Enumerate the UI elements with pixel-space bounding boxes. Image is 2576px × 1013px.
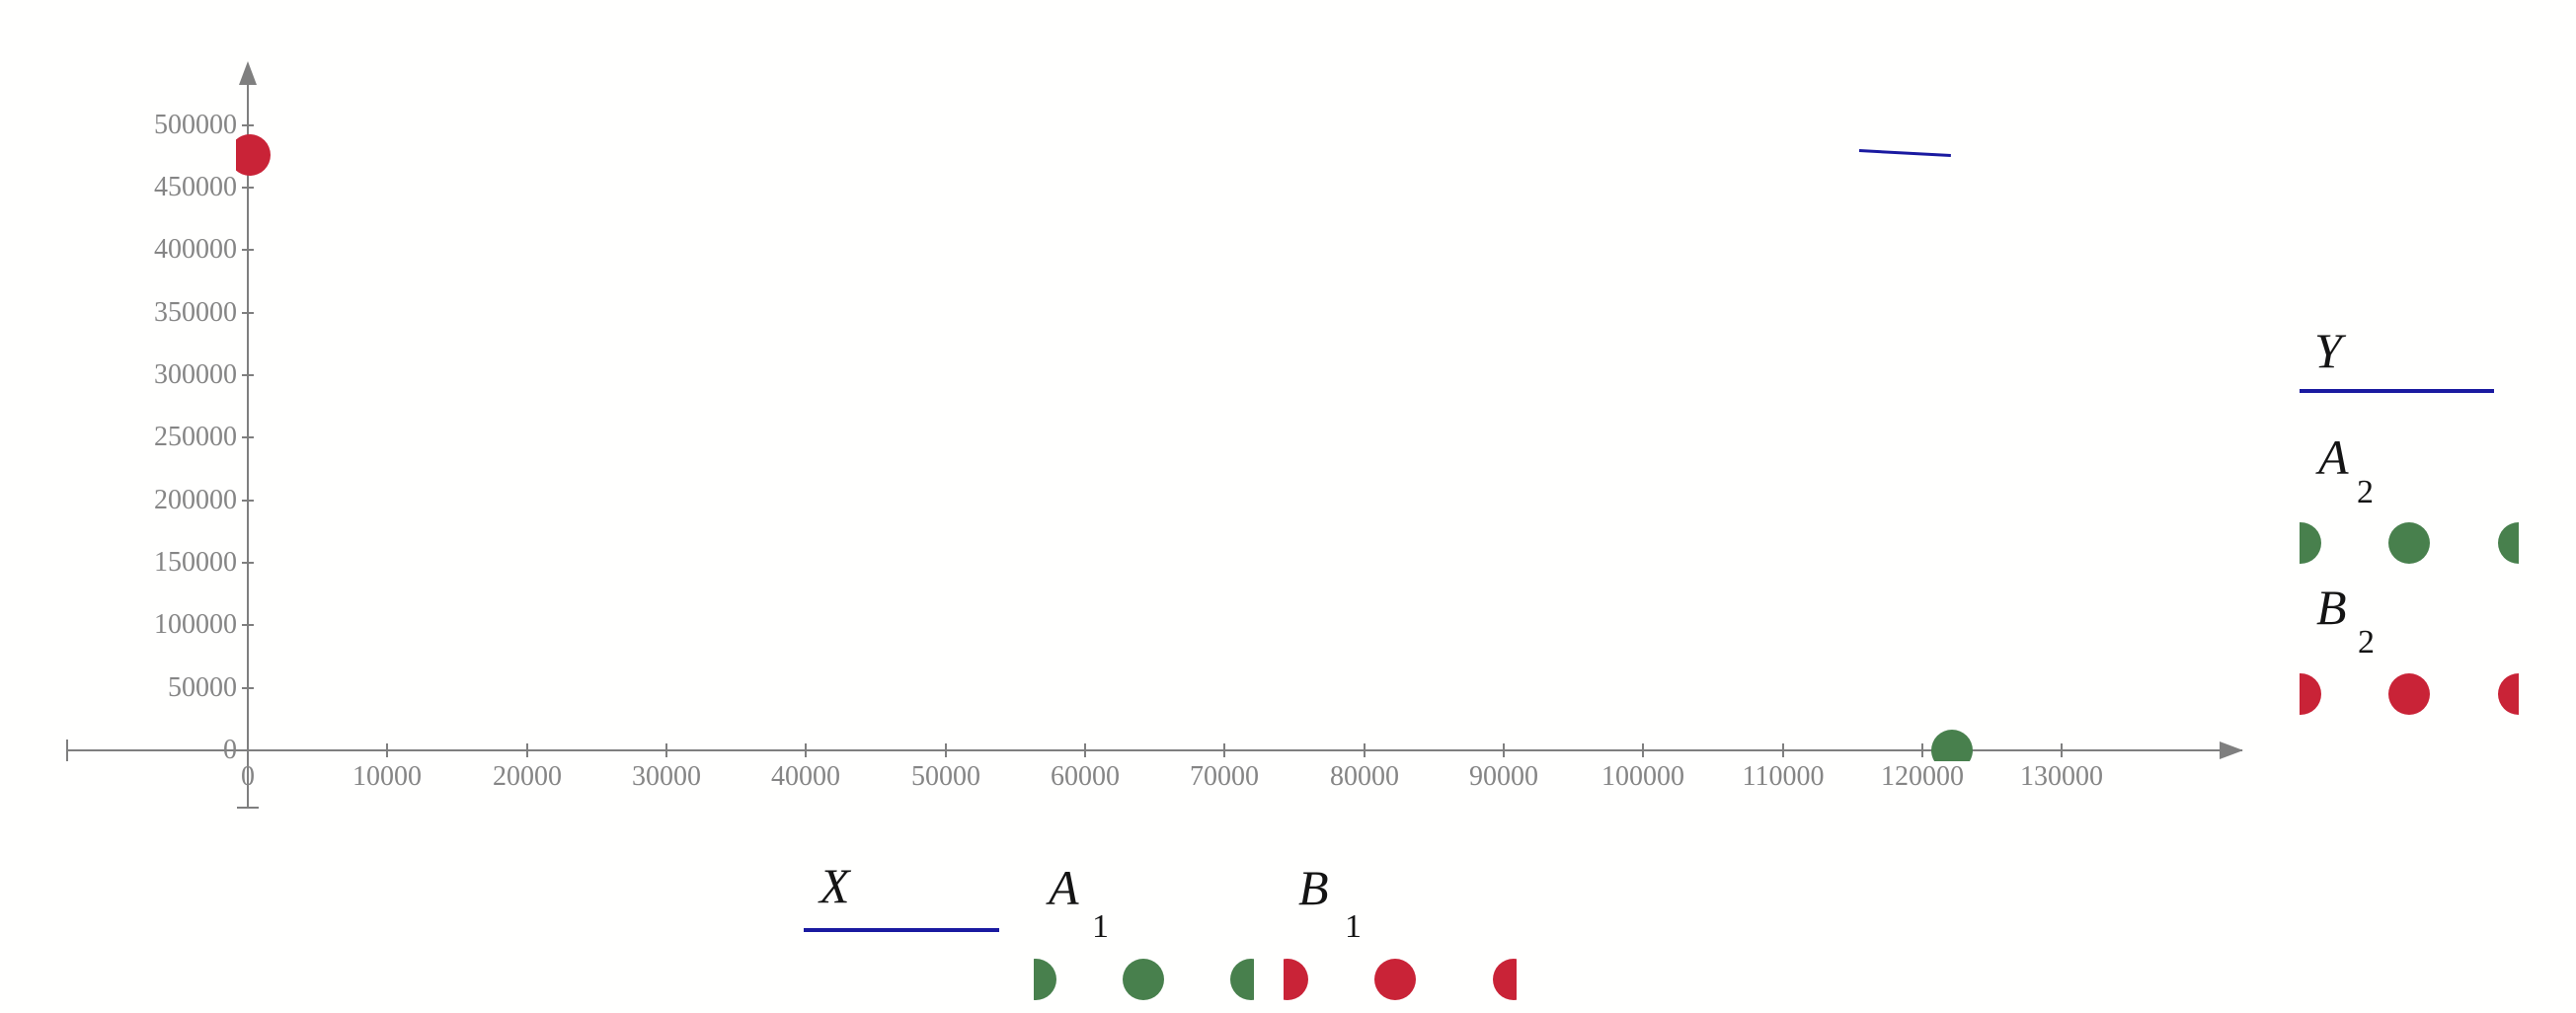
legend-label-A2-subscript: 2: [2357, 474, 2374, 510]
x-tick-label: 100000: [1601, 761, 1684, 792]
y-tick: [242, 687, 254, 689]
x-tick: [1782, 743, 1784, 757]
x-tick: [945, 743, 947, 757]
y-tick-label: 450000: [154, 172, 237, 202]
legend-label-B2: B: [2316, 580, 2347, 635]
x-tick: [1503, 743, 1505, 757]
x-axis-line: [67, 749, 2242, 751]
green-dot-icon: [1123, 959, 1164, 1000]
y-tick-label: 500000: [154, 110, 237, 140]
y-tick: [242, 624, 254, 626]
legend-label-A2: A: [2318, 429, 2349, 485]
x-tick: [1364, 743, 1366, 757]
x-tick: [1084, 743, 1086, 757]
legend-A1-dots-swatch: [1034, 959, 1254, 1000]
green-dot-icon: [2498, 522, 2519, 564]
x-tick-label: 40000: [771, 761, 840, 792]
legend-label-B1: B: [1298, 860, 1329, 915]
legend-label-A1-subscript: 1: [1092, 908, 1109, 945]
x-tick: [805, 743, 807, 757]
green-dot-icon: [2388, 522, 2430, 564]
x-tick: [665, 743, 667, 757]
x-tick-label: 10000: [352, 761, 422, 792]
legend-label-A1: A: [1049, 860, 1079, 915]
x-tick-label: 130000: [2020, 761, 2103, 792]
x-tick-label: 20000: [493, 761, 562, 792]
legend-label-Y: Y: [2314, 323, 2342, 378]
red-dot-icon: [2498, 673, 2519, 715]
x-tick: [386, 743, 388, 757]
y-tick: [242, 436, 254, 438]
y-tick: [242, 374, 254, 376]
y-tick-label: 300000: [154, 359, 237, 390]
red-dot-icon: [1374, 959, 1416, 1000]
y-tick: [242, 187, 254, 189]
y-tick-label: 250000: [154, 422, 237, 452]
x-axis-end-tick: [66, 740, 68, 761]
y-tick: [242, 249, 254, 251]
red-dot-icon: [2300, 673, 2321, 715]
y-tick: [242, 124, 254, 126]
x-tick-label: 90000: [1469, 761, 1538, 792]
y-tick-label: 200000: [154, 485, 237, 515]
red-dot-icon: [2388, 673, 2430, 715]
legend-label-B2-subscript: 2: [2358, 624, 2375, 661]
green-dot-icon: [2300, 522, 2321, 564]
x-tick: [1642, 743, 1644, 757]
x-tick-label: 80000: [1330, 761, 1399, 792]
x-tick-label: 30000: [632, 761, 701, 792]
data-point-A: [1931, 730, 1973, 761]
y-tick-label: 400000: [154, 234, 237, 265]
x-tick: [1223, 743, 1225, 757]
x-tick-label: 50000: [911, 761, 980, 792]
green-dot-icon: [1230, 959, 1254, 1000]
x-tick-label: 70000: [1190, 761, 1259, 792]
y-tick: [242, 562, 254, 564]
x-tick: [1921, 743, 1923, 757]
red-dot-icon: [1493, 959, 1517, 1000]
x-tick: [526, 743, 528, 757]
legend-X-line-swatch: [804, 928, 999, 932]
legend-Y-line-swatch: [2300, 389, 2494, 393]
x-tick: [2061, 743, 2063, 757]
legend-B1-dots-swatch: [1284, 959, 1517, 1000]
legend-B2-dots-swatch: [2300, 673, 2519, 715]
legend-label-X: X: [820, 858, 850, 913]
x-tick-label: 120000: [1881, 761, 1964, 792]
green-dot-icon: [1034, 959, 1056, 1000]
data-point-B: [236, 134, 271, 176]
y-tick-label: 350000: [154, 297, 237, 328]
y-tick-label: 50000: [168, 672, 237, 703]
legend-label-B1-subscript: 1: [1345, 908, 1362, 945]
x-tick-label: 60000: [1051, 761, 1120, 792]
x-tick-label: 0: [241, 761, 255, 792]
red-dot-icon: [1284, 959, 1308, 1000]
y-tick-label: 100000: [154, 609, 237, 640]
y-tick: [242, 312, 254, 314]
x-tick-label: 110000: [1742, 761, 1825, 792]
y-tick: [242, 749, 254, 751]
y-tick-label: 0: [223, 735, 237, 765]
y-tick-label: 150000: [154, 547, 237, 578]
y-axis-arrow-icon: [239, 61, 257, 85]
legend-A2-dots-swatch: [2300, 522, 2519, 564]
y-tick: [242, 500, 254, 502]
series-Y-line: [1858, 149, 1951, 158]
x-axis-arrow-icon: [2220, 741, 2243, 759]
y-axis-end-tick: [237, 807, 259, 809]
